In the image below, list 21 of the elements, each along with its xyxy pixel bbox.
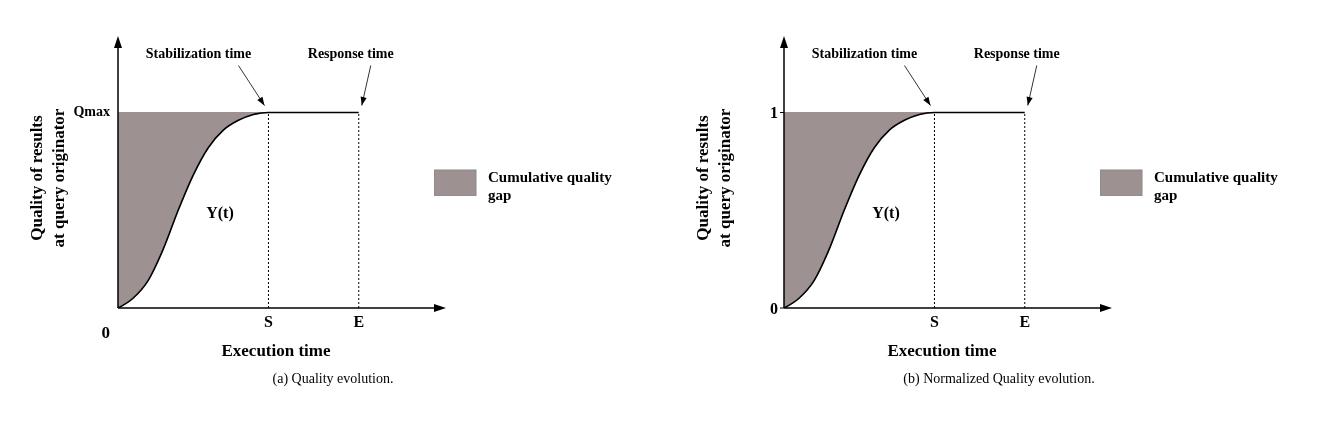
text: 0 bbox=[101, 322, 110, 342]
x-tick-label: S bbox=[264, 313, 274, 331]
x-tick-label: E bbox=[1019, 313, 1031, 331]
x-axis-title: Execution time bbox=[887, 341, 997, 360]
legend-label: Cumulative quality gap bbox=[1154, 167, 1279, 204]
series-label: Y(t) bbox=[872, 204, 900, 223]
series-label: Y(t) bbox=[206, 204, 234, 223]
y-axis-title: Quality of results at query originator bbox=[27, 108, 68, 248]
text: (a) Quality evolution. bbox=[271, 371, 395, 387]
y-axis-title: Quality of results at query originator bbox=[693, 108, 734, 248]
x-tick-label: S bbox=[930, 313, 940, 331]
text: (b) Normalized Quality evolution. bbox=[902, 371, 1096, 387]
annotation: Stabilization time bbox=[145, 45, 252, 61]
legend-label: Cumulative quality gap bbox=[488, 167, 613, 204]
text: Qmax bbox=[73, 103, 110, 119]
x-tick-label: E bbox=[353, 313, 365, 331]
y-tick-label: 1 bbox=[770, 104, 778, 122]
annotation: Stabilization time bbox=[811, 45, 918, 61]
x-axis-title: Execution time bbox=[221, 341, 331, 360]
annotation: Response time bbox=[307, 45, 394, 61]
annotation: Response time bbox=[973, 45, 1060, 61]
